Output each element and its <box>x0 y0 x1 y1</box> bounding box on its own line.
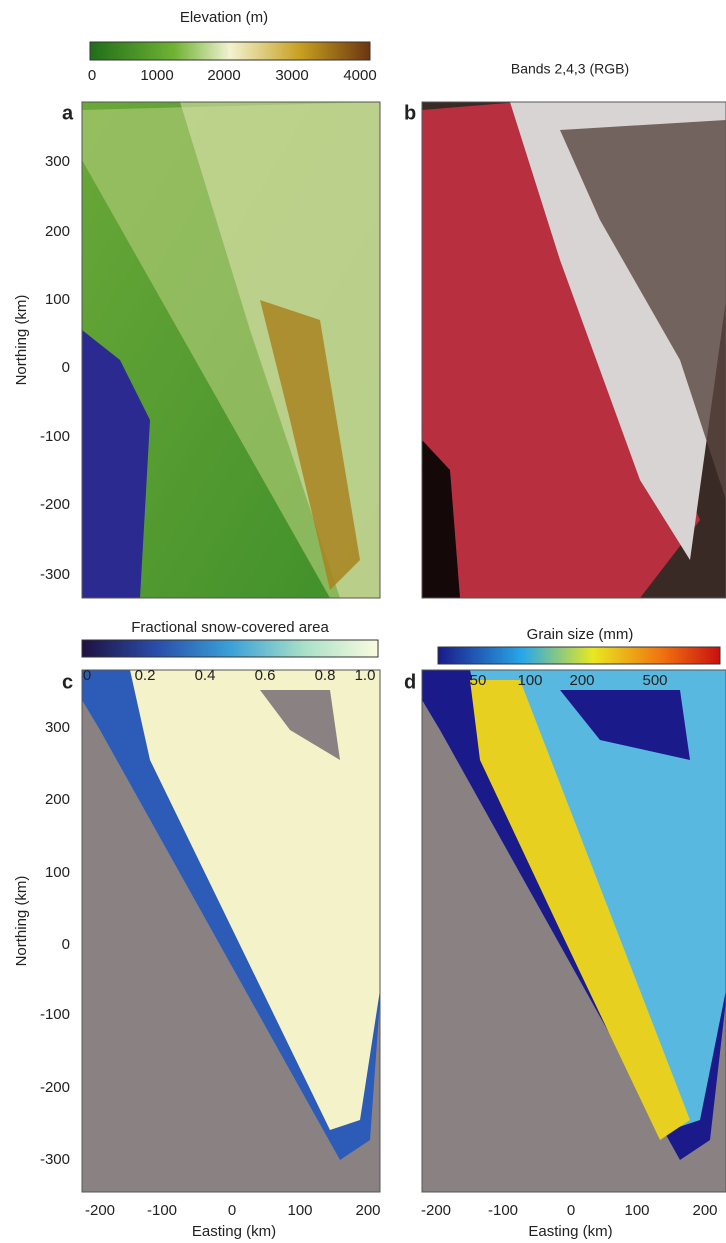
colorbar <box>438 647 720 664</box>
panel-label: a <box>62 102 74 124</box>
panel-label: d <box>404 671 416 693</box>
colorbar <box>90 42 370 60</box>
y-tick-label: 300 <box>45 153 70 170</box>
colorbar-tick-label: 100 <box>517 672 542 689</box>
colorbar-tick-label: 3000 <box>275 67 308 84</box>
y-axis-label: Northing (km) <box>13 876 30 967</box>
colorbar-tick-label: 0.6 <box>255 667 276 684</box>
x-tick-label: 100 <box>624 1202 649 1219</box>
colorbar-title: Elevation (m) <box>180 9 268 26</box>
y-tick-label: 0 <box>62 936 70 953</box>
x-tick-label: -100 <box>488 1202 518 1219</box>
fsca-map <box>82 670 380 1192</box>
panel-label: c <box>62 671 73 693</box>
y-axis-label: Northing (km) <box>13 295 30 386</box>
x-axis-label: Easting (km) <box>192 1223 276 1240</box>
colorbar-tick-label: 1000 <box>140 67 173 84</box>
panel-label: b <box>404 102 416 124</box>
x-tick-label: 0 <box>228 1202 236 1219</box>
panel-title: Bands 2,4,3 (RGB) <box>511 61 629 77</box>
colorbar-tick-label: 200 <box>569 672 594 689</box>
y-tick-label: 100 <box>45 864 70 881</box>
x-axis-label: Easting (km) <box>528 1223 612 1240</box>
colorbar-tick-label: 50 <box>470 672 487 689</box>
y-tick-label: 200 <box>45 223 70 240</box>
x-tick-label: -200 <box>85 1202 115 1219</box>
x-tick-label: -100 <box>147 1202 177 1219</box>
x-tick-label: 0 <box>567 1202 575 1219</box>
colorbar-tick-label: 0.2 <box>135 667 156 684</box>
colorbar-tick-label: 4000 <box>343 67 376 84</box>
rgb-map <box>422 102 726 598</box>
colorbar-tick-label: 0.8 <box>315 667 336 684</box>
y-tick-label: -300 <box>40 566 70 583</box>
figure: Elevation (m) Bands 2,4,3 (RGB) Fraction… <box>0 0 726 1243</box>
y-tick-label: -100 <box>40 428 70 445</box>
colorbar-title: Fractional snow-covered area <box>131 619 329 636</box>
x-tick-label: -200 <box>421 1202 451 1219</box>
y-tick-label: -200 <box>40 1079 70 1096</box>
x-tick-label: 200 <box>692 1202 717 1219</box>
y-tick-label: -300 <box>40 1151 70 1168</box>
y-tick-label: 100 <box>45 291 70 308</box>
elevation-map <box>82 102 380 598</box>
colorbar-tick-label: 2000 <box>207 67 240 84</box>
y-tick-label: -100 <box>40 1006 70 1023</box>
y-tick-label: 0 <box>62 359 70 376</box>
colorbar-tick-label: 0.4 <box>195 667 216 684</box>
y-tick-label: -200 <box>40 496 70 513</box>
colorbar-tick-label: 0 <box>88 67 96 84</box>
y-tick-label: 300 <box>45 719 70 736</box>
x-tick-label: 100 <box>287 1202 312 1219</box>
grain-size-map <box>422 670 726 1192</box>
x-tick-label: 200 <box>355 1202 380 1219</box>
colorbar-tick-label: 500 <box>642 672 667 689</box>
y-tick-label: 200 <box>45 791 70 808</box>
colorbar-tick-label: 0 <box>83 667 91 684</box>
colorbar <box>82 640 378 657</box>
colorbar-title: Grain size (mm) <box>527 626 634 643</box>
colorbar-tick-label: 1.0 <box>355 667 376 684</box>
